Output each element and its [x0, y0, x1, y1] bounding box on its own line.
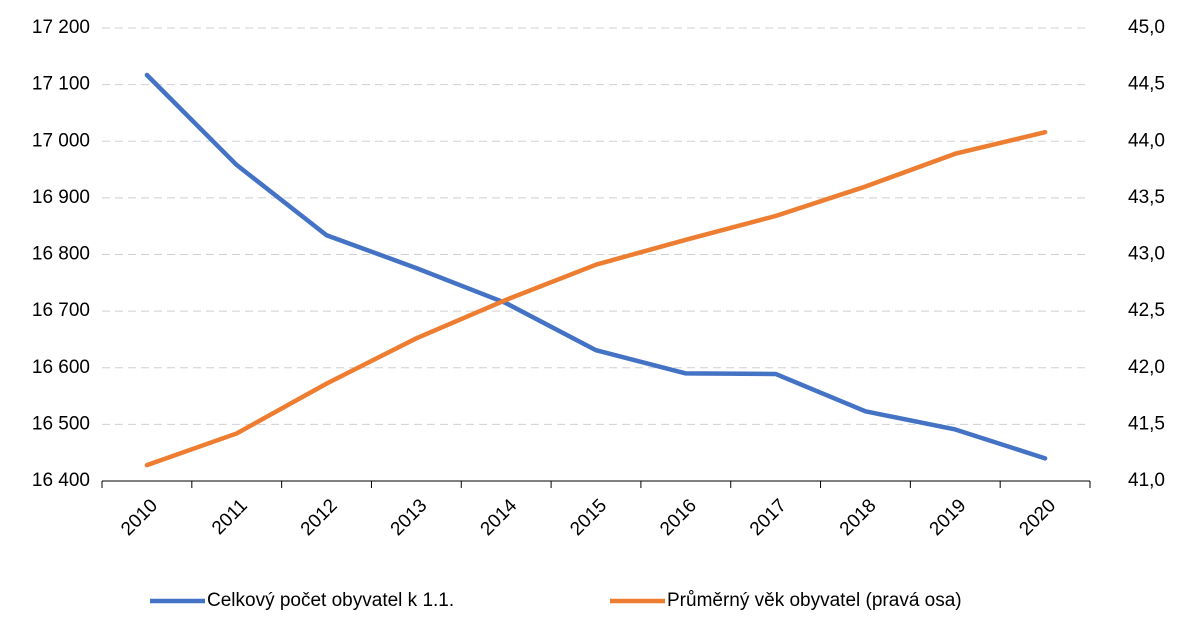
- legend-label: Průměrný věk obyvatel (pravá osa): [667, 590, 962, 611]
- y2-tick-label: 44,0: [1128, 130, 1165, 151]
- x-tick-label: 2012: [297, 495, 342, 540]
- x-tick-label: 2011: [208, 495, 252, 539]
- y2-tick-label: 43,0: [1128, 244, 1165, 265]
- y2-tick-label: 45,0: [1128, 17, 1165, 38]
- y-tick-label: 16 600: [32, 357, 90, 378]
- series-line: [144, 129, 1048, 468]
- x-tick-label: 2018: [836, 495, 881, 540]
- y-tick-label: 16 400: [32, 470, 90, 491]
- y-tick-label: 17 100: [32, 74, 90, 95]
- x-tick-label: 2014: [477, 495, 522, 540]
- y-tick-label: 17 200: [32, 17, 90, 38]
- x-tick-label: 2020: [1015, 495, 1060, 540]
- y-tick-label: 16 900: [32, 187, 90, 208]
- y-tick-label: 17 000: [32, 130, 90, 151]
- y2-tick-label: 42,0: [1128, 357, 1165, 378]
- series-line: [144, 72, 1048, 461]
- y2-tick-label: 41,5: [1128, 413, 1165, 434]
- y2-tick-label: 44,5: [1128, 74, 1165, 95]
- x-tick-label: 2019: [926, 495, 971, 540]
- y-tick-label: 16 700: [32, 300, 90, 321]
- y2-tick-label: 43,5: [1128, 187, 1165, 208]
- legend-label: Celkový počet obyvatel k 1.1.: [207, 590, 454, 611]
- y-tick-label: 16 800: [32, 244, 90, 265]
- x-tick-label: 2015: [566, 495, 611, 540]
- y-tick-label: 16 500: [32, 413, 90, 434]
- y2-tick-label: 41,0: [1128, 470, 1165, 491]
- x-tick-label: 2013: [387, 495, 432, 540]
- y2-tick-label: 42,5: [1128, 300, 1165, 321]
- x-tick-label: 2010: [117, 495, 162, 540]
- x-tick-label: 2017: [746, 495, 791, 540]
- x-tick-label: 2016: [656, 495, 701, 540]
